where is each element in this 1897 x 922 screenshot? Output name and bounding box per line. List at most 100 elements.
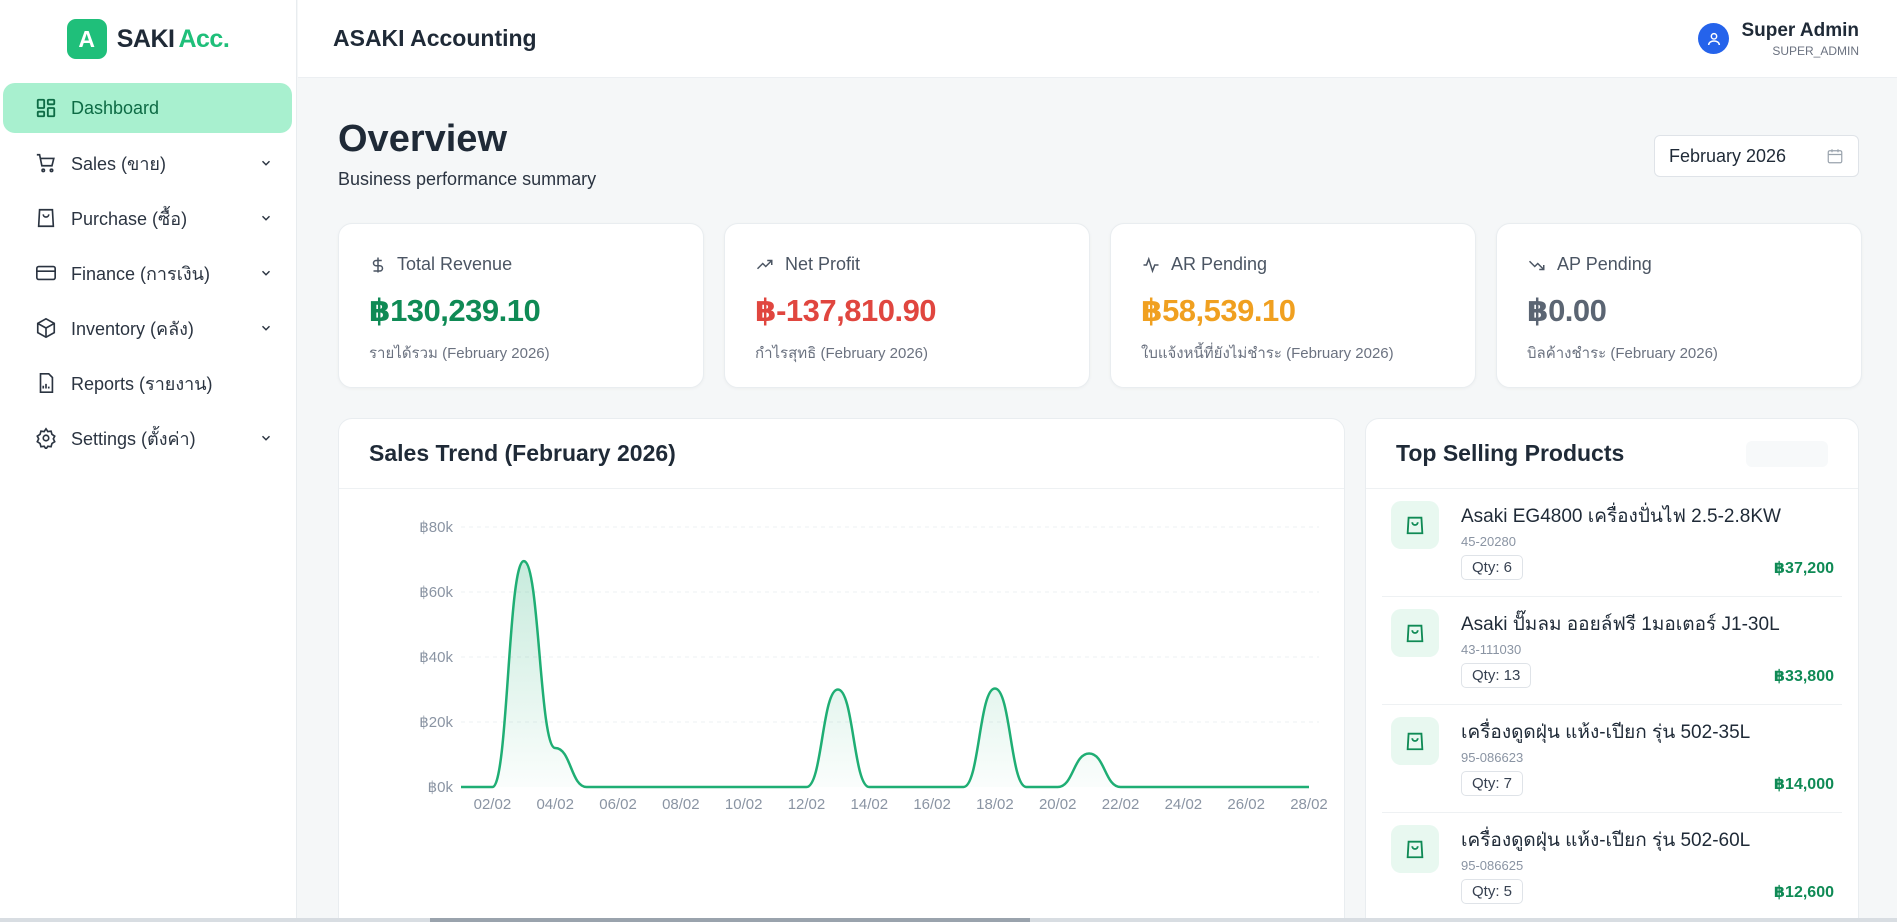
top-header: ASAKI Accounting Super Admin SUPER_ADMIN (298, 0, 1897, 78)
sales-point[interactable] (521, 558, 527, 564)
sales-area-fill (461, 561, 1309, 787)
y-tick-label: ฿40k (419, 649, 453, 666)
report-file-icon (33, 370, 59, 396)
main-content: Overview Business performance summary Fe… (338, 78, 1862, 922)
panel-badge (1746, 440, 1828, 467)
sales-line[interactable] (460, 559, 1309, 789)
page-title: Overview (338, 118, 507, 160)
product-amount: ฿37,200 (1773, 559, 1834, 577)
sales-point[interactable] (678, 784, 684, 790)
kpi-value: ฿130,239.10 (369, 293, 541, 328)
sales-point[interactable] (1055, 784, 1061, 790)
period-picker[interactable]: February 2026 (1654, 135, 1859, 177)
top-products-panel: Top Selling Products Asaki EG4800 เครื่อ… (1365, 418, 1859, 922)
sidebar-item-label: Inventory (คลัง) (71, 318, 194, 339)
gear-icon (33, 425, 59, 451)
sales-point[interactable] (1023, 784, 1029, 790)
x-tick-label: 12/02 (788, 796, 826, 813)
sidebar-item-label: Settings (ตั้งค่า) (71, 428, 196, 449)
sales-point[interactable] (929, 784, 935, 790)
sidebar-item-dashboard[interactable]: Dashboard (3, 83, 292, 133)
y-tick-label: ฿20k (419, 714, 453, 731)
chevron-down-icon[interactable] (258, 320, 274, 336)
x-tick-label: 22/02 (1102, 796, 1140, 813)
y-tick-label: ฿80k (419, 519, 453, 536)
sales-point[interactable] (584, 784, 590, 790)
calendar-icon (1827, 149, 1843, 164)
sales-point[interactable] (1149, 784, 1155, 790)
product-list: Asaki EG4800 เครื่องปั่นไฟ 2.5-2.8KW 45-… (1366, 489, 1858, 921)
kpi-label: Net Profit (785, 254, 861, 274)
brand[interactable]: A SAKI Acc. (0, 0, 296, 78)
kpi-caption: รายได้รวม (February 2026) (369, 345, 550, 362)
sales-point[interactable] (1180, 784, 1186, 790)
sales-point[interactable] (772, 784, 778, 790)
chevron-down-icon[interactable] (258, 210, 274, 226)
kpi-value: ฿0.00 (1527, 293, 1607, 328)
sales-point[interactable] (866, 784, 872, 790)
brand-name-accent: Acc. (178, 24, 230, 53)
sales-point[interactable] (646, 784, 652, 790)
product-item[interactable]: เครื่องดูดฝุ่น แห้ง-เปียก รุ่น 502-60L 9… (1382, 813, 1842, 921)
x-tick-label: 26/02 (1227, 796, 1265, 813)
sales-point[interactable] (992, 686, 998, 692)
product-item[interactable]: Asaki EG4800 เครื่องปั่นไฟ 2.5-2.8KW 45-… (1382, 489, 1842, 597)
sidebar-item-purchase[interactable]: Purchase (ซื้อ) (3, 193, 292, 243)
x-tick-label: 16/02 (913, 796, 951, 813)
page-subtitle: Business performance summary (338, 169, 597, 189)
panel-title: Sales Trend (February 2026) (369, 440, 676, 466)
sales-point[interactable] (458, 784, 464, 790)
sales-point[interactable] (835, 687, 841, 693)
kpi-value: ฿58,539.10 (1141, 293, 1296, 328)
sales-point[interactable] (709, 784, 715, 790)
sales-point[interactable] (898, 784, 904, 790)
x-tick-label: 08/02 (662, 796, 700, 813)
sales-point[interactable] (615, 784, 621, 790)
x-tick-label: 18/02 (976, 796, 1014, 813)
product-item[interactable]: Asaki ปั๊มลม ออยล์ฟรี 1มอเตอร์ J1-30L 43… (1382, 597, 1842, 705)
shopping-bag-icon (1391, 825, 1439, 873)
sidebar-nav: Dashboard Sales (ขาย) Purchase (ซื้อ) Fi… (0, 78, 296, 463)
chevron-down-icon[interactable] (258, 155, 274, 171)
product-code: 95-086625 (1461, 858, 1524, 873)
sidebar-item-reports[interactable]: Reports (รายงาน) (3, 358, 292, 408)
sidebar-item-settings[interactable]: Settings (ตั้งค่า) (3, 413, 292, 463)
shopping-bag-icon (1391, 501, 1439, 549)
product-qty: Qty: 13 (1461, 663, 1532, 688)
sales-point[interactable] (961, 784, 967, 790)
x-tick-label: 28/02 (1290, 796, 1328, 813)
user-avatar-icon[interactable] (1698, 23, 1730, 54)
sidebar-item-finance[interactable]: Finance (การเงิน) (3, 248, 292, 298)
x-tick-label: 14/02 (851, 796, 889, 813)
kpi-cards: Total Revenue ฿130,239.10 รายได้รวม (Feb… (338, 223, 1862, 388)
sales-point[interactable] (803, 784, 809, 790)
activity-icon (1143, 256, 1159, 273)
user-menu[interactable]: Super Admin SUPER_ADMIN (1698, 20, 1859, 58)
credit-card-icon (33, 260, 59, 286)
scrollbar-thumb[interactable] (430, 918, 1030, 922)
sales-point[interactable] (741, 784, 747, 790)
y-tick-label: ฿0k (428, 779, 454, 796)
shopping-bag-icon (1391, 717, 1439, 765)
product-item[interactable]: เครื่องดูดฝุ่น แห้ง-เปียก รุ่น 502-35L 9… (1382, 705, 1842, 813)
sidebar-item-label: Dashboard (71, 97, 160, 118)
sales-point[interactable] (1275, 784, 1281, 790)
sidebar: A SAKI Acc. Dashboard Sales (ขาย) Purchas… (0, 0, 297, 918)
kpi-net-profit: Net Profit ฿-137,810.90 กำไรสุทธิ (Febru… (724, 223, 1090, 388)
product-name: Asaki ปั๊มลม ออยล์ฟรี 1มอเตอร์ J1-30L (1461, 614, 1780, 635)
sales-point[interactable] (1118, 784, 1124, 790)
chevron-down-icon[interactable] (258, 430, 274, 446)
sales-point[interactable] (489, 784, 495, 790)
sales-point[interactable] (552, 745, 558, 751)
sales-point[interactable] (1243, 784, 1249, 790)
y-tick-label: ฿60k (419, 584, 453, 601)
overview-header: Overview Business performance summary Fe… (338, 78, 1859, 223)
sidebar-item-sales[interactable]: Sales (ขาย) (3, 138, 292, 188)
user-info: Super Admin SUPER_ADMIN (1741, 20, 1859, 58)
sidebar-item-inventory[interactable]: Inventory (คลัง) (3, 303, 292, 353)
horizontal-scrollbar[interactable] (0, 918, 1897, 922)
sales-point[interactable] (1306, 784, 1312, 790)
sales-point[interactable] (1086, 751, 1092, 757)
sales-point[interactable] (1212, 784, 1218, 790)
chevron-down-icon[interactable] (258, 265, 274, 281)
